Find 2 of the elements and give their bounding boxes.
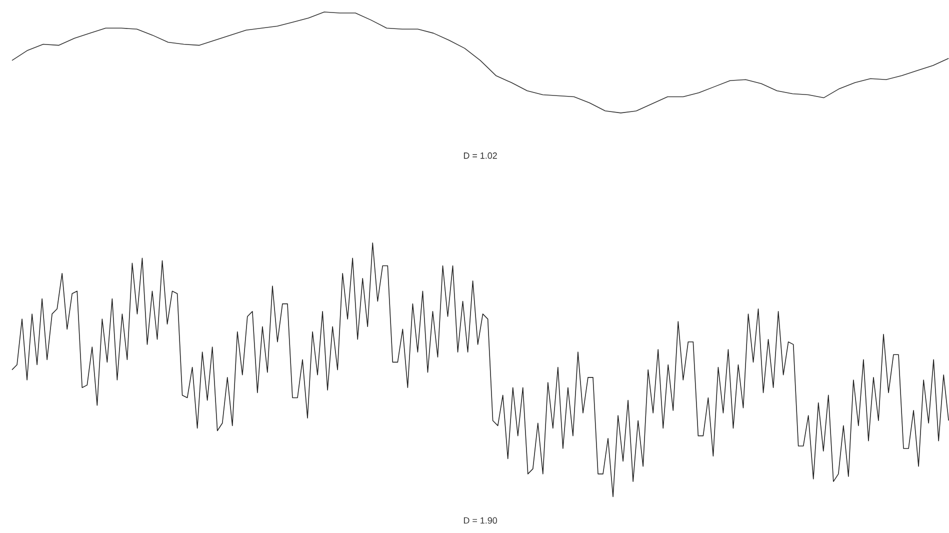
x-axis-title: D = 1.02 [464, 152, 497, 159]
x-axis-title: D = 1.90 [464, 517, 498, 524]
